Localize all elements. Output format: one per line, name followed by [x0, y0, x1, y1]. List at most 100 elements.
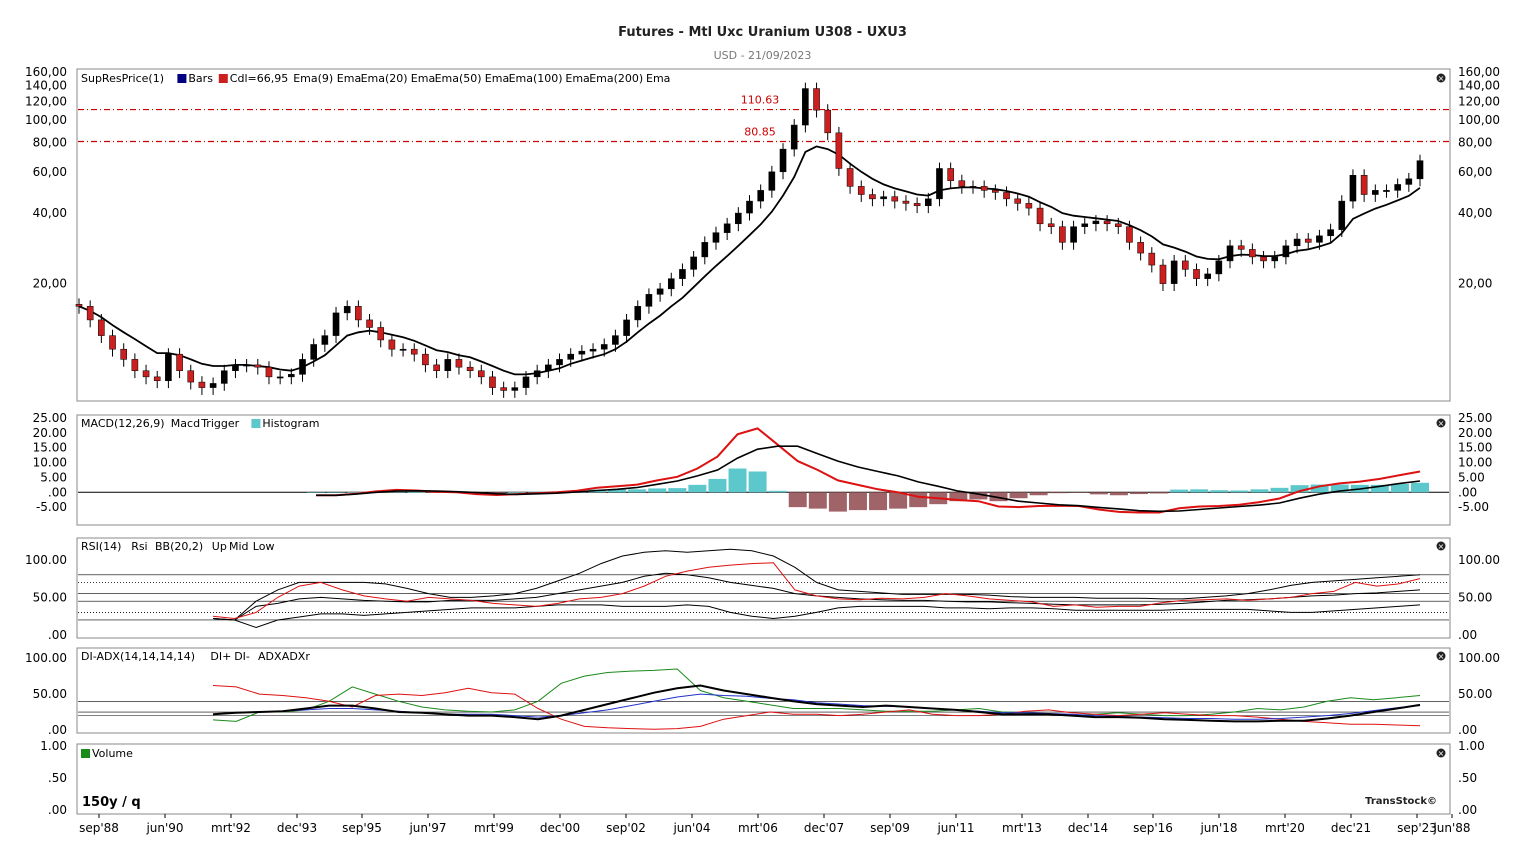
svg-text:×: × — [1438, 542, 1445, 551]
candle-body — [1271, 256, 1279, 262]
candle-body — [936, 168, 943, 200]
rsi-legend-item: Up — [212, 540, 227, 553]
rsi-rsi-line — [212, 562, 1421, 620]
price-close-button[interactable]: × — [1436, 73, 1446, 84]
candle-body — [321, 335, 329, 345]
rsi-layer — [78, 548, 1449, 629]
candle-body — [645, 294, 653, 307]
price-ytick-left: 40,00 — [33, 206, 67, 220]
legends-layer: SupResPrice(1) Bars Cdl=66,95 Ema(9) Ema Ema(… — [81, 72, 670, 760]
resistance-label: 80.85 — [744, 125, 776, 138]
candle-body — [958, 180, 966, 187]
candle-body — [466, 366, 474, 371]
rsi-legend-item: Rsi — [131, 540, 147, 553]
macd-histogram-bar — [327, 492, 346, 493]
candle-body — [880, 196, 887, 200]
macd-ytick-right: 20.00 — [1458, 426, 1492, 440]
price-legend-item: Ema — [646, 72, 670, 85]
candle-body — [254, 364, 262, 368]
macd-ytick-left: -5.00 — [36, 500, 67, 514]
xtick-label: dec'00 — [540, 821, 580, 835]
adx-di-plus-line — [212, 668, 1421, 722]
adx-ytick-left: 100.00 — [25, 651, 67, 665]
candle-body — [1293, 238, 1301, 247]
candle-body — [779, 148, 787, 173]
candle-body — [634, 306, 642, 321]
candle-body — [1059, 226, 1066, 243]
candle-body — [1182, 260, 1189, 270]
macd-histogram-bar — [1210, 490, 1229, 493]
candle-body — [1081, 223, 1089, 227]
candle-body — [1372, 190, 1379, 195]
candle-body — [444, 359, 452, 371]
macd-histogram-bar — [1009, 492, 1028, 499]
adx-di-minus-line — [212, 685, 1421, 730]
candle-body — [276, 376, 284, 379]
xtick-label: sep'09 — [870, 821, 910, 835]
candle-body — [511, 387, 519, 391]
price-legend-swatch — [177, 74, 187, 83]
macd-legend-item: MACD(12,26,9) — [81, 417, 165, 430]
candle-body — [701, 242, 709, 258]
price-legend-item: Ema(200) — [589, 72, 643, 85]
candle-body — [1260, 256, 1267, 262]
macd-ytick-right: 25.00 — [1458, 411, 1492, 425]
svg-text:×: × — [1438, 419, 1445, 428]
adx-ytick-left: 50.00 — [33, 687, 67, 701]
candle-body — [1394, 184, 1401, 191]
candle-body — [86, 306, 94, 321]
macd-ytick-right: .00 — [1458, 485, 1477, 499]
candle-body — [1103, 220, 1111, 225]
price-ytick-left: 140,00 — [25, 79, 67, 93]
candle-body — [209, 383, 217, 388]
candle-body — [1159, 264, 1167, 284]
adx-close-button[interactable]: × — [1436, 651, 1446, 662]
macd-macd-line — [316, 427, 1421, 514]
candle-body — [343, 306, 351, 314]
xtick-label: sep'88 — [79, 821, 119, 835]
candle-body — [1249, 249, 1256, 258]
macd-histogram-bar — [1069, 492, 1088, 493]
candle-body — [198, 381, 206, 388]
candle-body — [75, 304, 83, 307]
xtick-label: jun'04 — [672, 821, 710, 835]
price-legend-item: SupResPrice(1) — [81, 72, 164, 85]
macd-histogram-bar — [1170, 489, 1189, 493]
candle-body — [220, 370, 228, 384]
candle-body — [846, 168, 854, 187]
volume-close-button[interactable]: × — [1436, 748, 1446, 759]
xtick-label: dec'07 — [804, 821, 844, 835]
xtick-label: dec'14 — [1068, 821, 1108, 835]
rsi-close-button[interactable]: × — [1436, 541, 1446, 552]
macd-histogram-bar — [989, 492, 1008, 502]
macd-histogram-bar — [828, 492, 847, 512]
candle-body — [98, 319, 105, 336]
candle-body — [332, 312, 340, 336]
price-legend-item: Ema(50) — [435, 72, 482, 85]
macd-histogram-bar — [668, 488, 687, 493]
candle-body — [388, 339, 396, 350]
macd-histogram-bar — [1109, 492, 1128, 496]
macd-histogram-bar — [1089, 492, 1108, 495]
xtick-label: jun'88 — [1432, 821, 1470, 835]
adx-ytick-left: .00 — [48, 723, 67, 737]
macd-trigger-line — [316, 445, 1421, 513]
adx-ytick-right: 50.00 — [1458, 687, 1492, 701]
candle-body — [1405, 178, 1413, 185]
xtick-label: jun'97 — [408, 821, 446, 835]
candle-body — [857, 186, 865, 195]
price-ytick-left: 80,00 — [33, 136, 67, 150]
macd-histogram-bar — [1290, 485, 1309, 493]
macd-histogram-bar — [1049, 492, 1068, 494]
rsi-ytick-left: 50.00 — [33, 590, 67, 604]
candle-body — [1338, 200, 1346, 230]
xtick-label: dec'93 — [277, 821, 317, 835]
macd-close-button[interactable]: × — [1436, 418, 1446, 429]
macd-ytick-right: 15.00 — [1458, 441, 1492, 455]
rsi-bb-up-line — [212, 548, 1421, 621]
adx-adx-line — [212, 684, 1421, 723]
candle-body — [1193, 269, 1200, 279]
price-legend-item: Ema — [337, 72, 361, 85]
candle-body — [165, 353, 172, 382]
price-legend-item: Cdl=66,95 — [230, 72, 288, 85]
